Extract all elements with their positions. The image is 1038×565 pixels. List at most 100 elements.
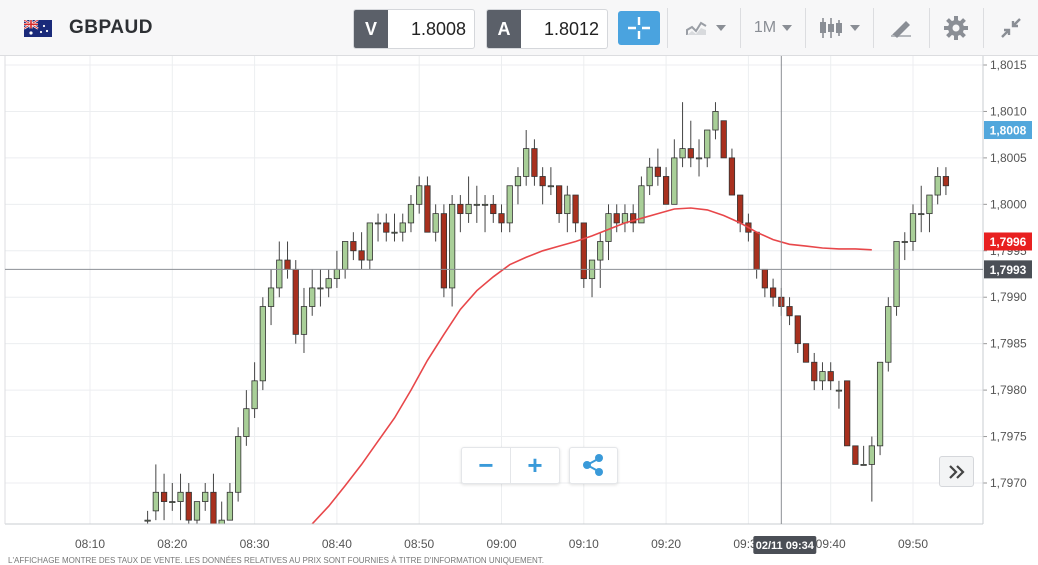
candle-body xyxy=(284,259,291,270)
candle-body xyxy=(457,203,464,215)
settings-button[interactable] xyxy=(935,0,977,55)
double-chevron-right-icon xyxy=(948,464,965,479)
candle-body xyxy=(564,194,571,215)
share-button[interactable] xyxy=(569,447,618,484)
candle-body xyxy=(169,501,176,503)
flag-gb-au-icon xyxy=(24,20,52,37)
candle-body xyxy=(177,491,184,502)
candle-body xyxy=(539,176,546,187)
last-price-tag: 1,7996 xyxy=(984,232,1032,251)
disclaimer-text: L'AFFICHAGE MONTRE DES TAUX DE VENTE. LE… xyxy=(8,556,545,565)
candle-body xyxy=(761,268,768,289)
candle-body xyxy=(630,213,637,224)
candle-body xyxy=(218,519,225,524)
bullish-candle xyxy=(514,167,522,205)
candle-body xyxy=(893,241,900,307)
current-price-tag-bg xyxy=(984,121,1032,140)
y-tick-label: 1,8005 xyxy=(990,151,1027,165)
collapse-button[interactable] xyxy=(988,0,1034,55)
candle-body xyxy=(868,445,875,465)
bearish-candle xyxy=(210,473,217,524)
y-tick-label: 1,7970 xyxy=(990,476,1027,490)
crosshair-button[interactable] xyxy=(618,11,660,45)
bullish-candle xyxy=(918,185,925,233)
candle-body xyxy=(704,129,711,159)
bearish-candle xyxy=(852,445,859,465)
bullish-candle xyxy=(876,361,884,456)
chart-type-icon xyxy=(684,17,710,38)
candle-body xyxy=(909,213,917,242)
sell-price-button[interactable]: V 1.8008 xyxy=(353,9,475,49)
bullish-candle xyxy=(416,176,423,214)
candle-body xyxy=(613,213,620,224)
bullish-candle xyxy=(679,102,686,168)
bearish-candle xyxy=(490,195,497,223)
buy-price-button[interactable]: A 1.8012 xyxy=(486,9,608,49)
candle-body xyxy=(276,259,283,289)
plot-background xyxy=(5,56,983,524)
last-price-tag-text: 1,7996 xyxy=(990,235,1027,249)
y-tick-label: 1,8000 xyxy=(990,197,1027,211)
timeframe-dropdown[interactable]: 1M xyxy=(744,0,802,55)
x-tick-label: 09:20 xyxy=(651,537,681,551)
candle-body xyxy=(926,194,933,215)
bearish-candle xyxy=(827,362,834,391)
chart-type-button[interactable] xyxy=(676,0,734,55)
bullish-candle xyxy=(638,176,645,224)
candle-body xyxy=(687,148,694,159)
bullish-candle xyxy=(399,213,406,242)
bearish-candle xyxy=(440,204,448,298)
candle-body xyxy=(811,361,818,382)
candle-body xyxy=(490,203,497,215)
drawing-tool-button[interactable] xyxy=(878,0,924,55)
candle-body xyxy=(523,148,530,177)
zoom-out-button[interactable]: − xyxy=(478,450,494,480)
candlestick-button[interactable] xyxy=(810,0,868,55)
candle-body xyxy=(794,315,801,345)
candle-body xyxy=(802,343,810,363)
zoom-in-button[interactable]: + xyxy=(527,450,543,480)
bullish-candle xyxy=(473,185,480,223)
candle-body xyxy=(152,491,159,512)
candle-body xyxy=(769,287,777,298)
bearish-candle xyxy=(687,120,694,168)
price-chart[interactable]: 08:10 08:20 08:30 08:40 08:50 09:00 09:10 09:20… xyxy=(0,56,1038,562)
bearish-candle xyxy=(350,232,357,261)
bullish-candle xyxy=(432,204,439,242)
bullish-candle xyxy=(226,483,234,521)
bullish-candle xyxy=(152,464,159,521)
bearish-candle xyxy=(662,167,670,205)
bearish-candle xyxy=(555,185,563,223)
bearish-candle xyxy=(580,222,587,288)
bearish-candle xyxy=(794,315,801,353)
bullish-candle xyxy=(235,427,242,502)
candle-body xyxy=(671,157,678,205)
candle-body xyxy=(712,111,719,131)
candlestick-series xyxy=(144,102,950,524)
bearish-candle xyxy=(531,139,538,186)
bullish-candle xyxy=(695,139,703,177)
bullish-candle xyxy=(671,139,678,205)
scroll-to-latest-button[interactable] xyxy=(939,456,974,487)
candle-body xyxy=(844,380,851,447)
bullish-candle xyxy=(597,232,604,288)
bullish-candle xyxy=(909,204,917,251)
bearish-candle xyxy=(802,343,810,363)
bearish-candle xyxy=(358,232,365,270)
candle-body xyxy=(350,241,357,252)
candle-body xyxy=(300,306,308,335)
bearish-candle xyxy=(942,167,950,196)
crosshair xyxy=(5,56,983,524)
candle-body xyxy=(720,120,727,159)
chart-axes: 08:10 08:20 08:30 08:40 08:50 09:00 09:10 09:20… xyxy=(4,56,1032,554)
candle-body xyxy=(243,408,250,437)
toolbar-separator xyxy=(929,8,930,48)
bearish-candle xyxy=(728,148,736,196)
candle-body xyxy=(407,203,415,224)
candle-body xyxy=(547,185,554,188)
candle-body xyxy=(572,194,579,224)
candle-body xyxy=(605,213,612,242)
candlestick-icon xyxy=(820,17,842,38)
candle-body xyxy=(144,519,151,522)
candle-body xyxy=(638,185,645,224)
